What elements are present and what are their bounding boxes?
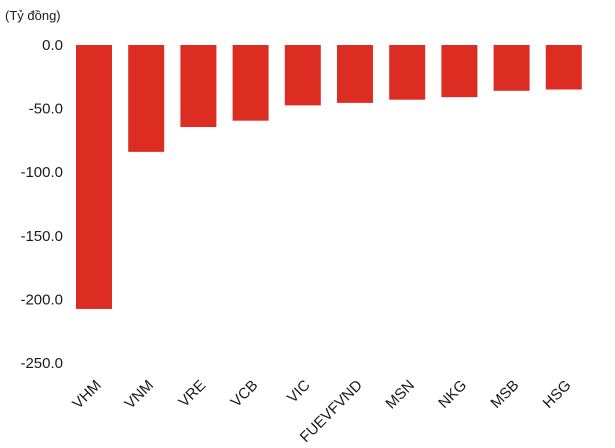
bar-vnm	[128, 45, 165, 152]
y-axis: 0.0 -50.0 -100.0 -150.0 -200.0 -250.0	[20, 37, 63, 372]
x-tick-label-nkg: NKG	[435, 377, 470, 412]
x-tick-label-vhm: VHM	[69, 377, 105, 413]
bar-hsg	[545, 45, 582, 90]
bar-vre	[180, 45, 217, 128]
y-tick-label: 0.0	[42, 37, 63, 54]
x-tick-label-vnm: VNM	[121, 377, 157, 413]
x-tick-label-msn: MSN	[382, 377, 418, 413]
bar-vcb	[232, 45, 269, 121]
bar-vic	[284, 45, 321, 106]
bar-nkg	[441, 45, 478, 98]
x-tick-label-vre: VRE	[175, 377, 209, 411]
bar-msb	[493, 45, 530, 91]
x-tick-label-hsg: HSG	[540, 377, 575, 412]
x-tick-label-msb: MSB	[487, 377, 522, 412]
y-tick-label: -250.0	[20, 355, 63, 372]
y-tick-label: -50.0	[29, 101, 63, 118]
x-tick-label-vic: VIC	[284, 377, 314, 407]
bar-fuevfvnd	[337, 45, 373, 103]
bar-msn	[389, 45, 426, 100]
y-tick-label: -150.0	[20, 228, 63, 245]
y-tick-label: -200.0	[20, 291, 63, 308]
y-axis-unit-label: (Tỷ đồng)	[5, 8, 61, 23]
y-tick-label: -100.0	[20, 164, 63, 181]
bars-group	[76, 45, 582, 309]
x-tick-label-vcb: VCB	[228, 377, 262, 411]
bar-vhm	[76, 45, 112, 309]
